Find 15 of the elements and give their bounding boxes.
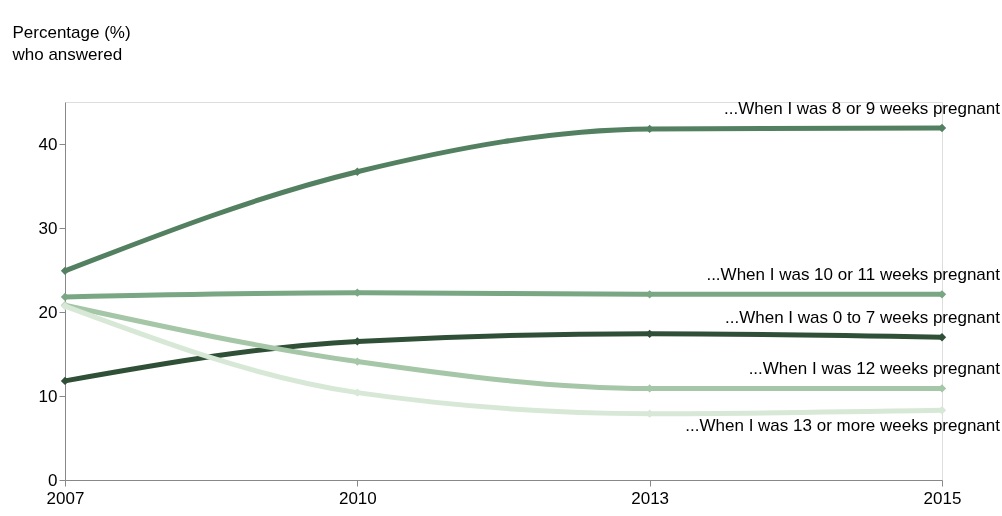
series-label: ...When I was 13 or more weeks pregnant (685, 416, 1001, 436)
x-tick-label: 2015 (923, 488, 962, 508)
x-tick-label: 2013 (631, 488, 670, 508)
y-tick-label: 40 (38, 134, 58, 154)
y-axis-title: Percentage (%) who answered (11, 22, 131, 64)
x-tick-label: 2010 (338, 488, 377, 508)
x-tick-label: 2007 (46, 488, 85, 508)
series-label: ...When I was 0 to 7 weeks pregnant (725, 308, 1001, 328)
series-label: ...When I was 10 or 11 weeks pregnant (706, 265, 1001, 285)
y-tick-label: 0 (48, 470, 58, 490)
series-label: ...When I was 8 or 9 weeks pregnant (724, 99, 1001, 119)
y-tick-label: 20 (38, 302, 58, 322)
y-tick-label: 10 (38, 386, 58, 406)
y-tick-label: 30 (38, 218, 58, 238)
series-label: ...When I was 12 weeks pregnant (748, 359, 1001, 379)
